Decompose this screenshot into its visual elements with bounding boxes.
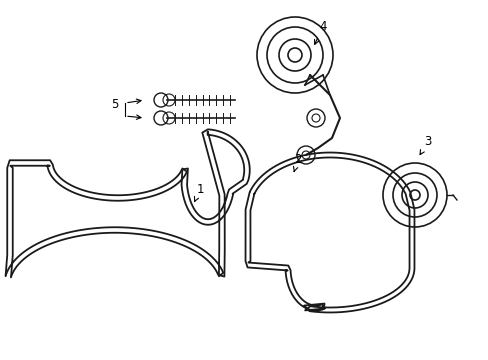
Text: 1: 1 — [194, 183, 203, 202]
Text: 2: 2 — [293, 153, 301, 172]
Text: 4: 4 — [314, 20, 326, 44]
Text: 3: 3 — [419, 135, 431, 154]
Text: 5: 5 — [111, 98, 119, 111]
